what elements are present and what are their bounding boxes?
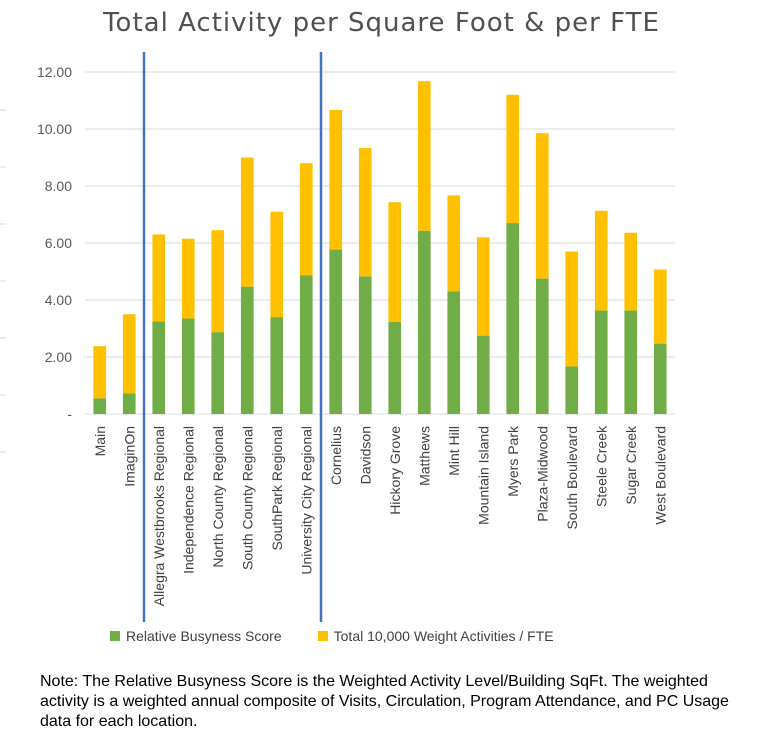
bar-segment-busyness — [93, 398, 107, 414]
bar-segment-busyness — [299, 275, 313, 414]
bar-segment-activities — [447, 195, 461, 292]
bar-segment-activities — [240, 157, 254, 287]
x-tick-label: Mountain Island — [475, 426, 491, 525]
bar-segment-activities — [594, 210, 608, 311]
x-tick-label: Allegra Westbrooks Regional — [151, 426, 167, 606]
bar-segment-activities — [417, 81, 431, 231]
bar-segment-activities — [653, 269, 667, 344]
legend-swatch-green — [110, 631, 120, 641]
bar-segment-activities — [535, 133, 549, 279]
legend-swatch-gold — [317, 631, 328, 641]
bar-segment-activities — [270, 211, 284, 318]
bar-segment-activities — [299, 163, 313, 276]
x-tick-label: Plaza-Midwood — [534, 426, 550, 522]
x-tick-label: Matthews — [416, 426, 432, 486]
y-tick-label: 12.00 — [37, 64, 72, 80]
y-tick-label: 8.00 — [45, 178, 72, 194]
bar-segment-busyness — [594, 310, 608, 414]
x-tick-label: North County Regional — [210, 426, 226, 568]
bar-segment-busyness — [388, 321, 402, 414]
bar-segment-activities — [329, 109, 343, 250]
y-tick-label: - — [67, 406, 72, 422]
x-tick-label: Myers Park — [505, 425, 521, 497]
bar-segment-activities — [388, 202, 402, 322]
bar-segment-busyness — [565, 366, 579, 414]
bar-segment-busyness — [476, 335, 490, 414]
bar-segment-activities — [624, 232, 638, 311]
chart-title: Total Activity per Square Foot & per FTE — [103, 8, 660, 38]
x-tick-label: Sugar Creek — [623, 425, 639, 505]
y-tick-label: 6.00 — [45, 235, 72, 251]
y-tick-label: 2.00 — [45, 349, 72, 365]
x-tick-label: Mint Hill — [446, 426, 462, 476]
bar-segment-busyness — [624, 310, 638, 414]
bar-segment-busyness — [181, 318, 195, 414]
x-tick-label: Main — [92, 426, 108, 456]
legend-label: Relative Busyness Score — [126, 628, 282, 644]
x-tick-label: Steele Creek — [593, 425, 609, 507]
bar-segment-busyness — [653, 343, 667, 414]
bar-segment-busyness — [122, 393, 136, 414]
legend: Relative Busyness Score Total 10,000 Wei… — [110, 628, 554, 644]
bar-segment-activities — [93, 346, 107, 399]
bar-segment-activities — [211, 230, 225, 333]
x-tick-label: Davidson — [357, 426, 373, 484]
x-tick-label: South Boulevard — [564, 426, 580, 530]
legend-item-activities: Total 10,000 Weight Activities / FTE — [317, 628, 554, 644]
bar-segment-busyness — [447, 291, 461, 414]
bar-segment-busyness — [417, 230, 431, 414]
bar-segment-activities — [358, 148, 372, 277]
bars — [93, 81, 667, 414]
bar-segment-busyness — [152, 321, 166, 414]
x-tick-label: Cornelius — [328, 426, 344, 485]
legend-item-busyness: Relative Busyness Score — [110, 628, 282, 644]
legend-label: Total 10,000 Weight Activities / FTE — [333, 628, 554, 644]
bar-segment-activities — [565, 251, 579, 367]
x-tick-label: Independence Regional — [180, 426, 196, 574]
bar-segment-activities — [506, 94, 520, 224]
group-separators — [142, 52, 323, 622]
x-tick-label: University City Regional — [298, 426, 314, 575]
bar-segment-busyness — [358, 276, 372, 414]
bar-segment-activities — [152, 234, 166, 322]
bar-segment-activities — [476, 237, 490, 336]
bar-segment-busyness — [329, 249, 343, 414]
x-tick-label: South County Regional — [239, 426, 255, 570]
x-tick-label: Hickory Grove — [387, 426, 403, 515]
x-tick-label: ImaginOn — [121, 426, 137, 487]
bar-segment-busyness — [211, 332, 225, 414]
x-axis-tick-labels: Main ImaginOn Allegra Westbrooks Regional I… — [92, 425, 669, 606]
x-tick-label: SouthPark Regional — [269, 426, 285, 551]
bar-segment-activities — [181, 238, 195, 319]
bar-segment-busyness — [506, 223, 520, 414]
y-tick-label: 4.00 — [45, 292, 72, 308]
y-tick-label: 10.00 — [37, 121, 72, 137]
y-axis-tick-labels: - 2.00 4.00 6.00 8.00 10.00 12.00 — [37, 64, 72, 422]
bar-segment-busyness — [240, 286, 254, 414]
bar-segment-busyness — [270, 317, 284, 414]
chart-note: Note: The Relative Busyness Score is the… — [40, 673, 729, 730]
bar-segment-activities — [122, 314, 136, 394]
x-tick-label: West Boulevard — [652, 426, 668, 525]
bar-segment-busyness — [535, 278, 549, 414]
